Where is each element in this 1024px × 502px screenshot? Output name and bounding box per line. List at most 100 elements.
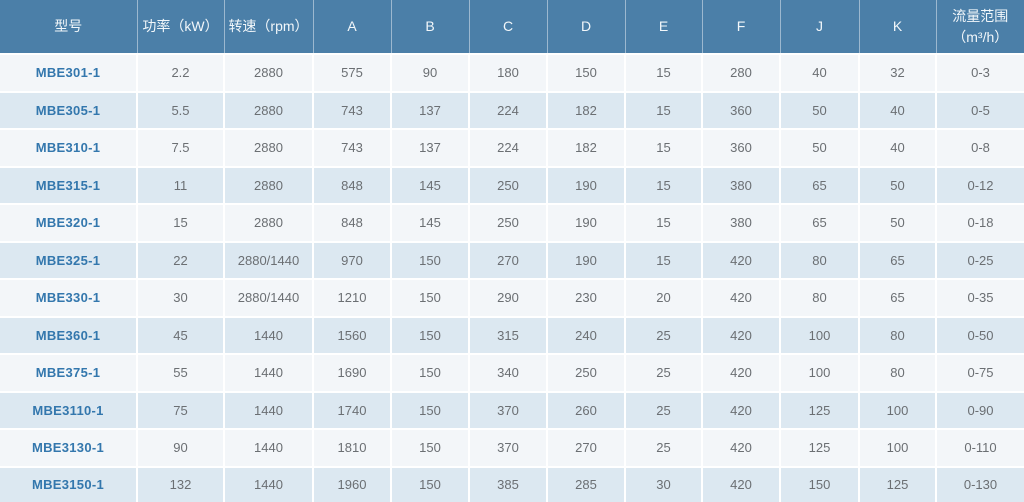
spec-cell: 7.5 <box>137 128 225 167</box>
spec-cell: 15 <box>625 128 703 167</box>
spec-cell: 132 <box>137 465 225 502</box>
spec-cell: 11 <box>137 165 225 205</box>
spec-cell: 15 <box>625 240 703 280</box>
spec-cell: 25 <box>625 353 703 392</box>
spec-cell: 32 <box>859 53 937 92</box>
spec-cell: 2880 <box>224 128 314 167</box>
column-header-b: B <box>391 0 470 54</box>
table-row: MBE320-1 15 2880 848 145 250 190 15 380 65 50 0-18 <box>0 203 1024 242</box>
spec-cell: 40 <box>859 90 937 130</box>
spec-cell: 80 <box>859 353 937 392</box>
spec-cell: 360 <box>702 90 781 130</box>
spec-cell: 150 <box>391 390 470 430</box>
spec-cell: 55 <box>137 353 225 392</box>
spec-cell: 1560 <box>313 315 392 355</box>
column-header-f: F <box>702 0 781 54</box>
spec-cell: 30 <box>625 465 703 502</box>
spec-cell: 575 <box>313 53 392 92</box>
spec-cell: 125 <box>859 465 937 502</box>
spec-cell: 150 <box>391 428 470 467</box>
spec-cell: 15 <box>625 165 703 205</box>
spec-cell: 743 <box>313 90 392 130</box>
spec-cell: 190 <box>547 203 626 242</box>
spec-cell: 420 <box>702 278 781 317</box>
spec-cell: 25 <box>625 315 703 355</box>
spec-cell: 385 <box>469 465 548 502</box>
spec-cell: 150 <box>547 53 626 92</box>
spec-cell: 75 <box>137 390 225 430</box>
column-header-power: 功率（kW） <box>137 0 225 54</box>
spec-cell: 1210 <box>313 278 392 317</box>
spec-cell: 1440 <box>224 353 314 392</box>
spec-cell: 2880/1440 <box>224 240 314 280</box>
spec-cell: 1810 <box>313 428 392 467</box>
spec-cell: 2880 <box>224 53 314 92</box>
spec-cell: 270 <box>469 240 548 280</box>
spec-cell: 420 <box>702 428 781 467</box>
table-row: MBE375-1 55 1440 1690 150 340 250 25 420 100 80 0-7… <box>0 353 1024 392</box>
spec-cell: 50 <box>780 90 860 130</box>
spec-cell: 40 <box>859 128 937 167</box>
spec-cell: 100 <box>859 390 937 430</box>
spec-cell: 848 <box>313 165 392 205</box>
spec-cell: 420 <box>702 315 781 355</box>
column-header-j: J <box>780 0 860 54</box>
spec-cell: 420 <box>702 240 781 280</box>
spec-cell: 0-130 <box>936 465 1024 502</box>
spec-cell: 0-12 <box>936 165 1024 205</box>
spec-cell: 22 <box>137 240 225 280</box>
spec-cell: 0-50 <box>936 315 1024 355</box>
spec-cell: 0-110 <box>936 428 1024 467</box>
spec-cell: 743 <box>313 128 392 167</box>
table-row: MBE3150-1 132 1440 1960 150 385 285 30 420 150 125… <box>0 465 1024 502</box>
spec-cell: 90 <box>391 53 470 92</box>
spec-cell: 180 <box>469 53 548 92</box>
spec-cell: 40 <box>780 53 860 92</box>
spec-cell: 80 <box>780 278 860 317</box>
spec-cell: 25 <box>625 390 703 430</box>
spec-cell: 270 <box>547 428 626 467</box>
spec-cell: 0-75 <box>936 353 1024 392</box>
spec-cell: 65 <box>859 240 937 280</box>
spec-cell: 0-8 <box>936 128 1024 167</box>
spec-cell: 250 <box>547 353 626 392</box>
spec-cell: 50 <box>859 165 937 205</box>
spec-cell: 25 <box>625 428 703 467</box>
model-cell: MBE310-1 <box>0 128 138 167</box>
spec-cell: 150 <box>391 353 470 392</box>
spec-cell: 240 <box>547 315 626 355</box>
spec-cell: 145 <box>391 165 470 205</box>
table-row: MBE3110-1 75 1440 1740 150 370 260 25 420 125 100 0… <box>0 390 1024 430</box>
spec-cell: 2880 <box>224 165 314 205</box>
spec-cell: 145 <box>391 203 470 242</box>
spec-cell: 190 <box>547 240 626 280</box>
spec-cell: 125 <box>780 390 860 430</box>
table-row: MBE3130-1 90 1440 1810 150 370 270 25 420 125 100 0… <box>0 428 1024 467</box>
column-header-flow-range: 流量范围 （m³/h） <box>936 0 1024 54</box>
spec-cell: 380 <box>702 165 781 205</box>
model-cell: MBE305-1 <box>0 90 138 130</box>
table-row: MBE305-1 5.5 2880 743 137 224 182 15 360 50 40 0-5 <box>0 90 1024 130</box>
spec-cell: 1440 <box>224 390 314 430</box>
table-row: MBE360-1 45 1440 1560 150 315 240 25 420 100 80 0-5… <box>0 315 1024 355</box>
spec-cell: 1440 <box>224 428 314 467</box>
spec-cell: 45 <box>137 315 225 355</box>
table-row: MBE330-1 30 2880/1440 1210 150 290 230 20 420 80 6… <box>0 278 1024 317</box>
spec-cell: 360 <box>702 128 781 167</box>
spec-cell: 50 <box>780 128 860 167</box>
spec-cell: 420 <box>702 465 781 502</box>
spec-cell: 370 <box>469 428 548 467</box>
spec-cell: 2880 <box>224 203 314 242</box>
header-row: 型号 功率（kW） 转速（rpm） A B C D E F J K 流量范围 （… <box>0 0 1024 54</box>
spec-cell: 370 <box>469 390 548 430</box>
spec-cell: 65 <box>859 278 937 317</box>
spec-cell: 380 <box>702 203 781 242</box>
spec-cell: 420 <box>702 390 781 430</box>
model-cell: MBE320-1 <box>0 203 138 242</box>
spec-cell: 315 <box>469 315 548 355</box>
spec-cell: 15 <box>625 53 703 92</box>
spec-cell: 224 <box>469 90 548 130</box>
spec-cell: 125 <box>780 428 860 467</box>
